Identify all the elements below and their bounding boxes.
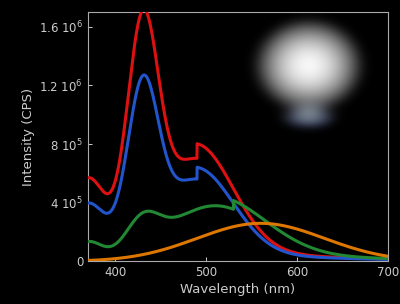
X-axis label: Wavelength (nm): Wavelength (nm) [180, 283, 296, 296]
Y-axis label: Intensity (CPS): Intensity (CPS) [22, 88, 35, 186]
